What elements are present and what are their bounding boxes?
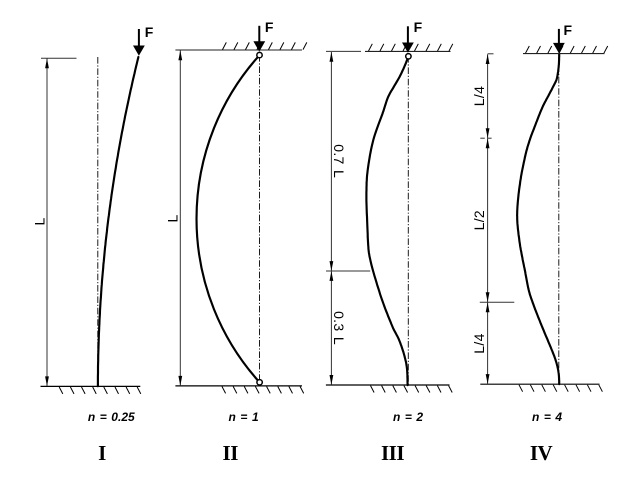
svg-text:L/4: L/4 <box>471 86 487 106</box>
svg-text:n = 1: n = 1 <box>229 410 259 424</box>
svg-text:IV: IV <box>530 441 553 465</box>
svg-text:L: L <box>31 217 47 225</box>
svg-text:F: F <box>564 22 573 38</box>
svg-text:F: F <box>265 19 274 35</box>
svg-text:L/2: L/2 <box>471 210 487 230</box>
svg-text:n = 2: n = 2 <box>393 410 423 424</box>
svg-text:0.7 L: 0.7 L <box>331 144 347 178</box>
svg-text:0.3 L: 0.3 L <box>331 311 347 345</box>
svg-text:III: III <box>381 441 404 465</box>
svg-text:n = 0.25: n = 0.25 <box>88 410 135 424</box>
svg-text:L/4: L/4 <box>471 333 487 353</box>
svg-text:L: L <box>164 214 180 222</box>
svg-text:I: I <box>98 441 106 465</box>
svg-text:F: F <box>414 19 423 35</box>
svg-text:n = 4: n = 4 <box>532 410 562 424</box>
svg-text:F: F <box>145 24 154 40</box>
svg-text:II: II <box>223 441 239 465</box>
